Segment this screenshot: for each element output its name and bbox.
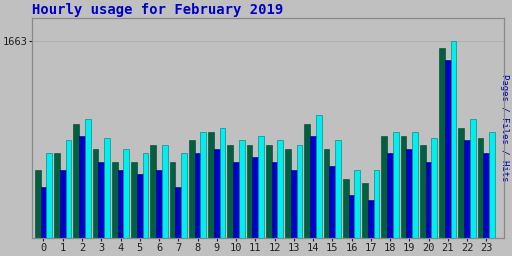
Bar <box>432 138 437 256</box>
Bar <box>439 48 445 256</box>
Bar <box>181 153 187 256</box>
Bar <box>381 136 387 256</box>
Bar <box>451 41 457 256</box>
Bar <box>189 141 195 256</box>
Bar <box>393 132 399 256</box>
Bar <box>285 149 291 256</box>
Bar <box>368 200 374 256</box>
Bar <box>324 149 329 256</box>
Bar <box>118 170 123 256</box>
Bar <box>143 153 148 256</box>
Bar <box>470 119 476 256</box>
Bar <box>60 170 66 256</box>
Bar <box>195 153 200 256</box>
Bar <box>387 153 393 256</box>
Bar <box>483 153 489 256</box>
Bar <box>335 141 341 256</box>
Bar <box>349 195 354 256</box>
Bar <box>93 149 98 256</box>
Text: Hourly usage for February 2019: Hourly usage for February 2019 <box>32 3 283 17</box>
Bar <box>169 162 176 256</box>
Bar <box>278 141 283 256</box>
Bar <box>104 138 110 256</box>
Bar <box>407 149 412 256</box>
Bar <box>220 128 225 256</box>
Bar <box>343 178 349 256</box>
Bar <box>79 136 85 256</box>
Y-axis label: Pages / Files / Hits: Pages / Files / Hits <box>500 74 509 182</box>
Bar <box>252 157 258 256</box>
Bar <box>200 132 206 256</box>
Bar <box>310 136 316 256</box>
Bar <box>176 187 181 256</box>
Bar <box>458 128 464 256</box>
Bar <box>412 132 418 256</box>
Bar <box>354 170 360 256</box>
Bar <box>420 145 425 256</box>
Bar <box>73 124 79 256</box>
Bar <box>374 170 379 256</box>
Bar <box>445 60 451 256</box>
Bar <box>112 162 118 256</box>
Bar <box>162 145 168 256</box>
Bar <box>208 132 214 256</box>
Bar <box>247 145 252 256</box>
Bar <box>233 162 239 256</box>
Bar <box>137 174 143 256</box>
Bar <box>156 170 162 256</box>
Bar <box>227 145 233 256</box>
Bar <box>478 138 483 256</box>
Bar <box>239 141 245 256</box>
Bar <box>47 153 52 256</box>
Bar <box>123 149 129 256</box>
Bar <box>401 136 407 256</box>
Bar <box>329 166 335 256</box>
Bar <box>425 162 432 256</box>
Bar <box>35 170 40 256</box>
Bar <box>272 162 278 256</box>
Bar <box>489 132 495 256</box>
Bar <box>464 141 470 256</box>
Bar <box>362 183 368 256</box>
Bar <box>296 145 303 256</box>
Bar <box>214 149 220 256</box>
Bar <box>98 162 104 256</box>
Bar <box>131 162 137 256</box>
Bar <box>85 119 91 256</box>
Bar <box>40 187 47 256</box>
Bar <box>258 136 264 256</box>
Bar <box>291 170 296 256</box>
Bar <box>305 124 310 256</box>
Bar <box>54 153 60 256</box>
Bar <box>266 145 272 256</box>
Bar <box>66 141 71 256</box>
Bar <box>151 145 156 256</box>
Bar <box>316 115 322 256</box>
